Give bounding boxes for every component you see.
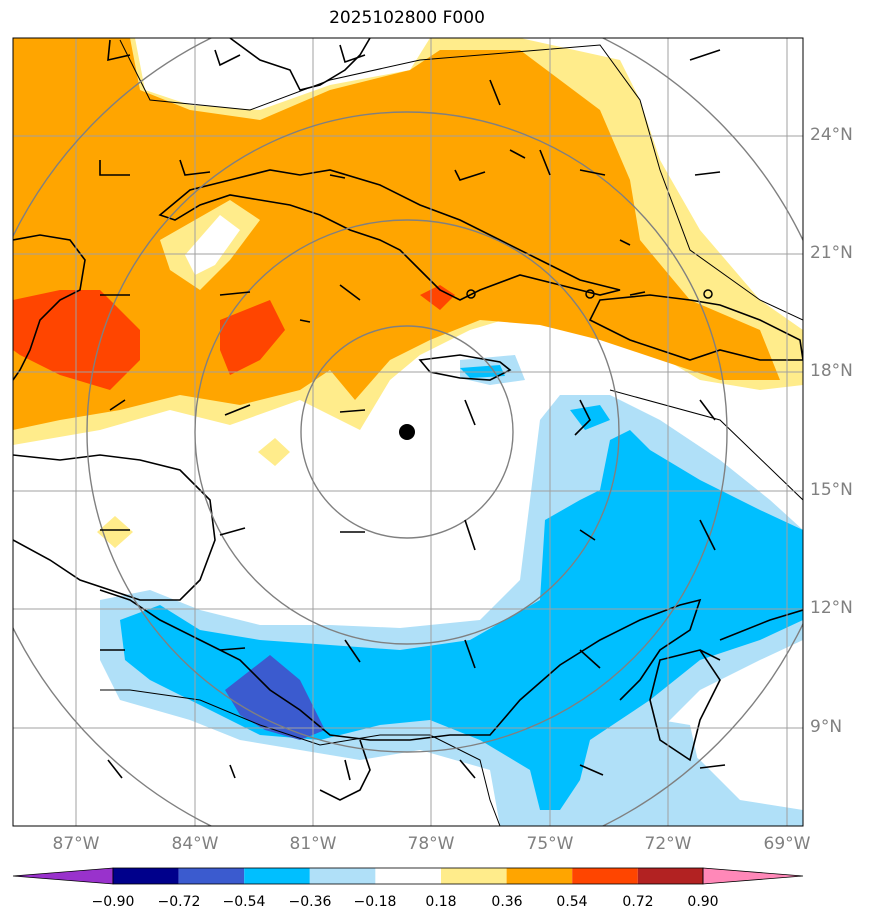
lon-label-84w: 84°W	[171, 834, 219, 854]
lat-label-12n: 12°N	[810, 598, 853, 618]
colorbar-tick: −0.72	[157, 894, 201, 910]
colorbar	[12, 867, 804, 885]
lat-label-18n: 18°N	[810, 361, 853, 381]
colorbar-tick: −0.18	[353, 894, 397, 910]
field-royalblue	[225, 655, 325, 740]
lat-label-9n: 9°N	[810, 717, 843, 737]
colorbar-tick: 0.36	[491, 894, 523, 910]
lon-label-81w: 81°W	[289, 834, 337, 854]
lon-label-78w: 78°W	[407, 834, 455, 854]
lon-label-72w: 72°W	[644, 834, 692, 854]
lon-label-87w: 87°W	[52, 834, 100, 854]
field-red	[13, 285, 455, 390]
colorbar-tick: 0.54	[556, 894, 588, 910]
lon-label-75w: 75°W	[526, 834, 574, 854]
colorbar-tick: 0.72	[622, 894, 654, 910]
range-rings	[13, 38, 803, 826]
lon-label-69w: 69°W	[763, 834, 811, 854]
map-frame	[12, 37, 804, 827]
colorbar-tick: 0.90	[687, 894, 719, 910]
colorbar-tick: −0.54	[222, 894, 266, 910]
map-area	[13, 38, 803, 826]
lat-label-24n: 24°N	[810, 125, 853, 145]
colorbar-tick: −0.90	[91, 894, 135, 910]
lat-label-21n: 21°N	[810, 243, 853, 263]
wind-barbs	[99, 39, 726, 781]
storm-center-marker	[399, 424, 415, 440]
lat-label-15n: 15°N	[810, 480, 853, 500]
colorbar-tick: −0.36	[288, 894, 332, 910]
colorbar-tick: 0.18	[425, 894, 457, 910]
map-title: 2025102800 F000	[329, 8, 485, 28]
